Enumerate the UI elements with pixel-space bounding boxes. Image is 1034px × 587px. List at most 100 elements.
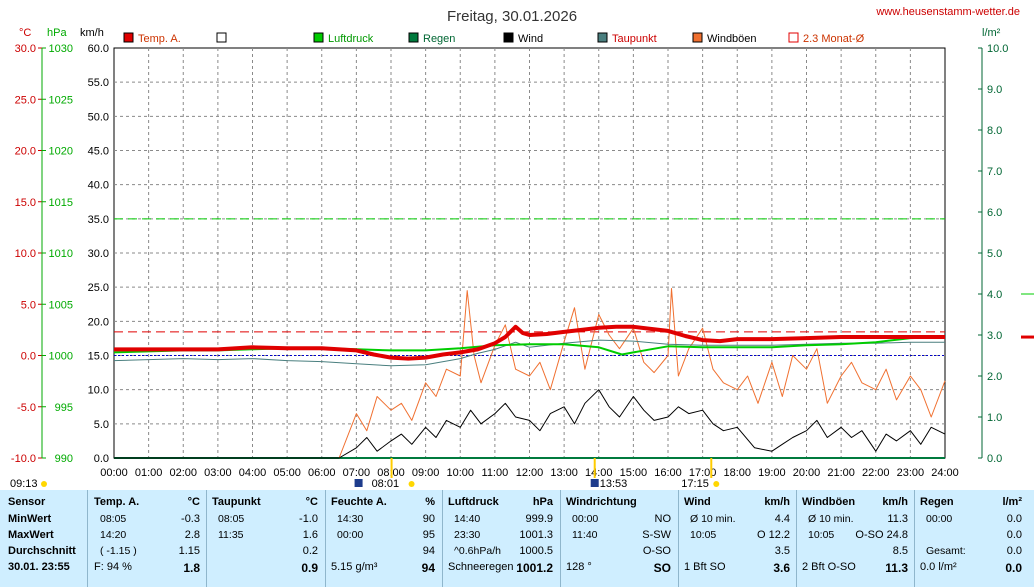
- x-tick-label: 05:00: [273, 467, 301, 479]
- column-divider: [678, 490, 679, 587]
- legend-label: Taupunkt: [612, 33, 657, 45]
- rain-tick-label: 6.0: [987, 207, 1002, 219]
- sun-icon: [41, 481, 47, 487]
- x-tick-label: 15:00: [620, 467, 648, 479]
- column-divider: [87, 490, 88, 587]
- stats-detail: 10:05: [690, 529, 717, 541]
- stats-value: 1.8: [183, 561, 200, 575]
- stats-header: Windböen: [802, 496, 856, 508]
- sun-events: 09:13 08:01 13:53 17:15: [10, 458, 720, 490]
- stats-value: NO: [654, 513, 672, 525]
- stats-unit: %: [425, 496, 435, 508]
- x-tick-label: 21:00: [827, 467, 855, 479]
- stats-detail: 00:00: [337, 529, 364, 541]
- stats-detail: 00:00: [572, 513, 599, 525]
- x-tick-label: 09:00: [412, 467, 440, 479]
- pressure-tick-label: 1005: [49, 299, 73, 311]
- stats-detail: 14:40: [454, 513, 481, 525]
- stats-value: 94: [422, 545, 435, 557]
- wind-tick-label: 40.0: [88, 180, 109, 192]
- legend-swatch: [692, 32, 703, 43]
- rain-tick-label: 2.0: [987, 371, 1002, 383]
- stats-value: 2.8: [184, 529, 200, 541]
- temp-tick-label: 20.0: [15, 146, 36, 158]
- column-divider: [442, 490, 443, 587]
- legend-label: 2.3 Monat-Ø: [803, 33, 865, 45]
- unit-rain-label: l/m²: [982, 27, 1001, 39]
- wind-tick-label: 15.0: [88, 351, 109, 363]
- stats-detail: Ø 10 min.: [690, 513, 736, 525]
- rain-tick-label: 8.0: [987, 125, 1002, 137]
- x-tick-label: 19:00: [758, 467, 786, 479]
- legend-swatch: [788, 32, 799, 43]
- stats-detail: 0.0 l/m²: [920, 561, 957, 573]
- wind-tick-label: 10.0: [88, 385, 109, 397]
- pressure-tick-label: 1025: [49, 94, 73, 106]
- pressure-tick-label: 990: [55, 453, 73, 465]
- stats-header: Temp. A.: [94, 496, 140, 508]
- stats-value: 94: [421, 561, 435, 575]
- wind-tick-label: 0.0: [94, 453, 109, 465]
- stats-value: 1001.3: [519, 529, 553, 541]
- weather-chart: Freitag, 30.01.2026 www.heusenstamm-wett…: [10, 6, 1034, 490]
- stats-unit: °C: [187, 496, 200, 508]
- pressure-tick-label: 1020: [49, 146, 73, 158]
- wind-tick-label: 20.0: [88, 316, 109, 328]
- stats-detail: 128 °: [566, 561, 592, 573]
- stats-value: SO: [653, 561, 671, 575]
- legend-item: Regen: [408, 32, 455, 45]
- x-tick-label: 17:00: [689, 467, 717, 479]
- x-tick-label: 12:00: [516, 467, 544, 479]
- wind-tick-label: 35.0: [88, 214, 109, 226]
- statistics-panel: Sensor MinWert MaxWert Durchschnitt 30.01. 2…: [0, 490, 1034, 587]
- midday-time: 13:53: [600, 478, 628, 490]
- x-axis-ticks: 00:00 01:00 02:00 03:00 04:00 05:00 06:00 07:00…: [100, 467, 959, 479]
- wind-tick-label: 55.0: [88, 77, 109, 89]
- stats-value: 0.0: [1006, 513, 1022, 525]
- stats-detail: 11:35: [218, 529, 244, 541]
- x-tick-label: 10:00: [446, 467, 474, 479]
- column-divider: [796, 490, 797, 587]
- stats-value: 3.6: [773, 561, 790, 575]
- website-label[interactable]: www.heusenstamm-wetter.de: [875, 6, 1020, 18]
- stats-value: O-SO: [642, 545, 671, 557]
- stats-detail: 11:40: [572, 529, 598, 541]
- stats-value: 90: [422, 513, 435, 525]
- stats-detail: 1 Bft SO: [684, 561, 726, 573]
- column-divider: [560, 490, 561, 587]
- pressure-tick-label: 1015: [49, 197, 73, 209]
- series-wind-line: [114, 389, 946, 459]
- legend-swatch: [597, 32, 608, 43]
- x-tick-label: 03:00: [204, 467, 232, 479]
- chart-axes: 30.0 25.0 20.0 15.0 10.0 5.0 0.0 -5.0 -10.0 1030 1…: [11, 43, 1009, 465]
- stats-value: 4.4: [774, 513, 790, 525]
- series-windböen-line: [114, 288, 946, 459]
- legend-swatch: [216, 32, 227, 43]
- legend-item: [216, 32, 227, 43]
- legend-swatch: [408, 32, 419, 43]
- chart-title: Freitag, 30.01.2026: [447, 8, 577, 25]
- column-divider: [206, 490, 207, 587]
- sun-icon: [408, 481, 415, 487]
- legend-label: Regen: [423, 33, 455, 45]
- stats-value: 11.3: [885, 561, 908, 575]
- sunset-time: 17:15: [681, 478, 709, 490]
- temp-tick-label: 30.0: [15, 43, 36, 55]
- stats-value: 0.0: [1006, 545, 1022, 557]
- stats-unit: l/m²: [1002, 496, 1022, 508]
- pressure-tick-label: 1000: [49, 351, 73, 363]
- stats-unit: km/h: [882, 496, 908, 508]
- x-tick-label: 07:00: [343, 467, 371, 479]
- rain-tick-label: 3.0: [987, 330, 1002, 342]
- midday-icon: [590, 479, 599, 487]
- stats-value: 1.15: [178, 545, 200, 557]
- stats-header: Sensor: [8, 496, 46, 508]
- wind-tick-label: 30.0: [88, 248, 109, 260]
- stats-detail: 08:05: [218, 513, 245, 525]
- x-tick-label: 18:00: [723, 467, 751, 479]
- x-tick-label: 24:00: [931, 467, 959, 479]
- series-taupunkt-line: [113, 339, 945, 367]
- x-tick-label: 13:00: [550, 467, 578, 479]
- stats-detail: 08:05: [100, 513, 127, 525]
- sun-icon: [713, 481, 720, 487]
